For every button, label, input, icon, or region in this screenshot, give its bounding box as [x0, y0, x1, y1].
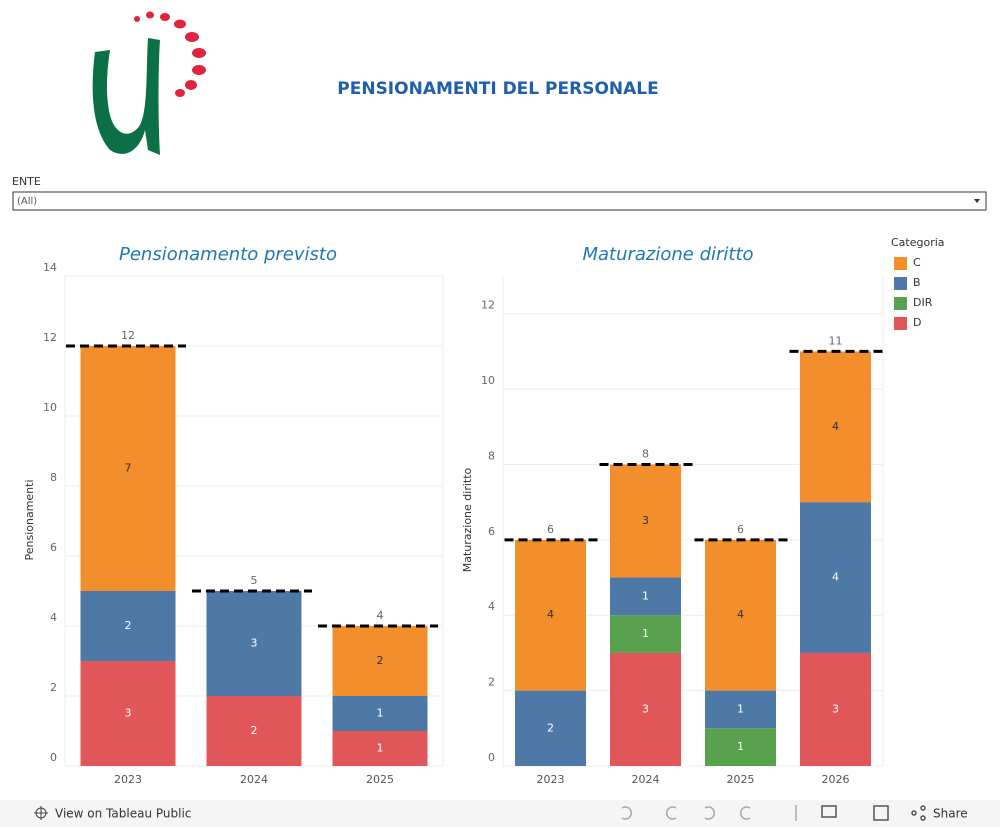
share-button[interactable]: Share — [933, 807, 968, 821]
total-label: 5 — [251, 574, 258, 587]
total-label: 11 — [829, 334, 843, 347]
segment-label: 2 — [377, 654, 384, 667]
y-tick-label: 6 — [50, 541, 57, 554]
bar-segment — [206, 696, 302, 766]
segment-label: 3 — [125, 707, 132, 720]
y-tick-label: 12 — [43, 331, 57, 344]
y-tick-label: 6 — [488, 525, 495, 538]
legend-swatch — [894, 317, 907, 330]
bar-segment — [515, 539, 586, 691]
y-tick-label: 4 — [50, 611, 57, 624]
filter-label: ENTE — [12, 175, 41, 188]
x-tick-label: 2024 — [632, 773, 660, 786]
segment-label: 2 — [251, 724, 258, 737]
bar-segment — [332, 696, 428, 731]
legend-swatch — [894, 257, 907, 270]
bar-segment — [80, 661, 176, 766]
filter-select[interactable] — [12, 191, 987, 211]
total-label: 12 — [121, 329, 135, 342]
segment-label: 4 — [547, 608, 554, 621]
legend-label: C — [913, 256, 921, 269]
toolbar — [0, 800, 1000, 827]
bar-segment — [705, 690, 776, 729]
legend-label: D — [913, 316, 921, 329]
bar-segment — [610, 615, 681, 653]
segment-label: 2 — [547, 721, 554, 734]
segment-label: 1 — [377, 707, 384, 720]
segment-label: 4 — [737, 608, 744, 621]
y-tick-label: 2 — [50, 681, 57, 694]
y-tick-label: 0 — [50, 751, 57, 764]
y-tick-label: 4 — [488, 600, 495, 613]
y-tick-label: 2 — [488, 676, 495, 689]
bar-segment — [800, 502, 871, 653]
x-tick-label: 2023 — [114, 773, 142, 786]
segment-label: 3 — [832, 702, 839, 715]
x-tick-label: 2025 — [727, 773, 755, 786]
bar-segment — [705, 539, 776, 691]
bar-segment — [332, 626, 428, 696]
segment-label: 4 — [832, 420, 839, 433]
legend-swatch — [894, 297, 907, 310]
dropdown-arrow[interactable] — [974, 199, 980, 203]
y-axis-title: Maturazione diritto — [461, 467, 474, 572]
total-label: 6 — [737, 523, 744, 536]
y-tick-label: 12 — [481, 299, 495, 312]
logo — [92, 11, 206, 155]
y-tick-label: 8 — [50, 471, 57, 484]
y-tick-label: 14 — [43, 261, 57, 274]
segment-label: 1 — [642, 589, 649, 602]
filter-value[interactable]: (All) — [17, 196, 37, 207]
bar-segment — [206, 591, 302, 696]
legend-title: Categoria — [891, 236, 945, 249]
view-link[interactable]: View on Tableau Public — [55, 807, 191, 821]
segment-label: 3 — [642, 702, 649, 715]
bar-segment — [705, 728, 776, 766]
y-tick-label: 0 — [488, 751, 495, 764]
bar-segment — [800, 351, 871, 503]
legend-label: DIR — [913, 296, 933, 309]
x-tick-label: 2023 — [537, 773, 565, 786]
toolbar-icons[interactable] — [621, 805, 926, 821]
bar-segment — [610, 464, 681, 578]
total-label: 6 — [547, 523, 554, 536]
segment-label: 4 — [832, 571, 839, 584]
y-tick-label: 10 — [481, 374, 495, 387]
segment-label: 1 — [737, 702, 744, 715]
bar-segment — [80, 591, 176, 661]
dashboard-title: PENSIONAMENTI DEL PERSONALE — [337, 79, 658, 99]
y-axis-title: Pensionamenti — [23, 479, 36, 560]
segment-label: 3 — [642, 514, 649, 527]
segment-label: 1 — [642, 627, 649, 640]
segment-label: 7 — [125, 462, 132, 475]
bar-segment — [80, 346, 176, 591]
bar-segment — [610, 652, 681, 766]
x-tick-label: 2024 — [240, 773, 268, 786]
x-tick-label: 2026 — [822, 773, 850, 786]
bar-segment — [515, 690, 586, 766]
chart-title: Pensionamento previsto — [119, 244, 337, 265]
bar-segment — [332, 731, 428, 766]
chart-title: Maturazione diritto — [582, 244, 753, 265]
total-label: 4 — [377, 609, 384, 622]
bar-segment — [800, 652, 871, 766]
total-label: 8 — [642, 447, 649, 460]
segment-label: 3 — [251, 637, 258, 650]
legend-label: B — [913, 276, 921, 289]
x-tick-label: 2025 — [366, 773, 394, 786]
segment-label: 2 — [125, 619, 132, 632]
segment-label: 1 — [377, 742, 384, 755]
segment-label: 1 — [737, 740, 744, 753]
y-tick-label: 10 — [43, 401, 57, 414]
y-tick-label: 8 — [488, 449, 495, 462]
toolbar-icon[interactable] — [34, 806, 48, 820]
bar-segment — [610, 577, 681, 616]
legend-swatch — [894, 277, 907, 290]
